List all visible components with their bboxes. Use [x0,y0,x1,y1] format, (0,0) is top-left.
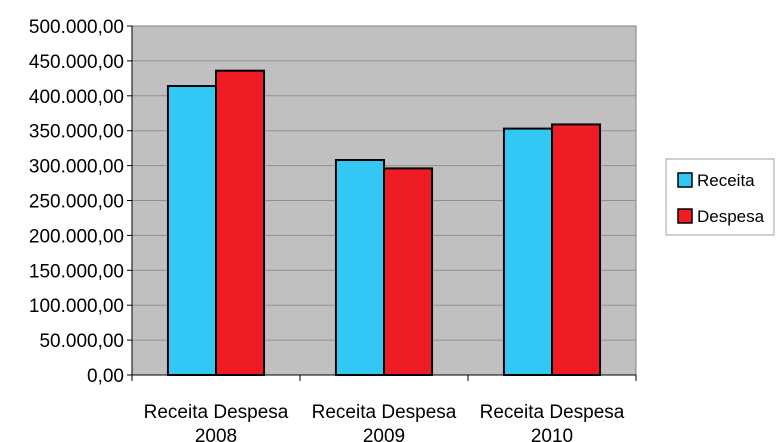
x-tick-label: Receita Despesa [312,402,457,423]
x-tick-label: Receita Despesa [480,402,625,423]
x-tick-labels: Receita Despesa 2008 Receita Despesa 2009 Re… [144,402,625,442]
x-tick-label: 2008 [195,426,237,442]
legend-label-despesa: Despesa [697,207,765,226]
y-tick-label: 100.000,00 [29,296,124,317]
axes [127,25,637,381]
bar-receita [166,85,217,376]
legend-swatch-receita [677,172,693,188]
bars [166,69,602,376]
y-tick-label: 150.000,00 [29,261,124,282]
x-tick-label: Receita Despesa [144,402,289,423]
y-tick-label: 500.000,00 [29,17,124,38]
y-tick-label: 350.000,00 [29,122,124,143]
y-tick-label: 0,00 [87,366,124,387]
bar-despesa [215,69,266,376]
legend-label-receita: Receita [697,171,755,190]
x-tick-label: 2010 [531,426,573,442]
legend-swatch-despesa [677,208,693,224]
bar-despesa [383,167,434,376]
bar-receita [334,159,385,376]
bar-receita [502,127,553,376]
legend: Receita Despesa [665,158,775,236]
y-tick-label: 50.000,00 [39,331,124,352]
y-tick-label: 250.000,00 [29,192,124,213]
y-tick-label: 400.000,00 [29,87,124,108]
y-tick-labels: 0,00 50.000,00 100.000,00 150.000,00 200.000… [29,17,124,387]
y-tick-label: 200.000,00 [29,226,124,247]
y-tick-label: 450.000,00 [29,52,124,73]
y-tick-label: 300.000,00 [29,157,124,178]
x-tick-label: 2009 [363,426,405,442]
bar-despesa [551,123,602,376]
